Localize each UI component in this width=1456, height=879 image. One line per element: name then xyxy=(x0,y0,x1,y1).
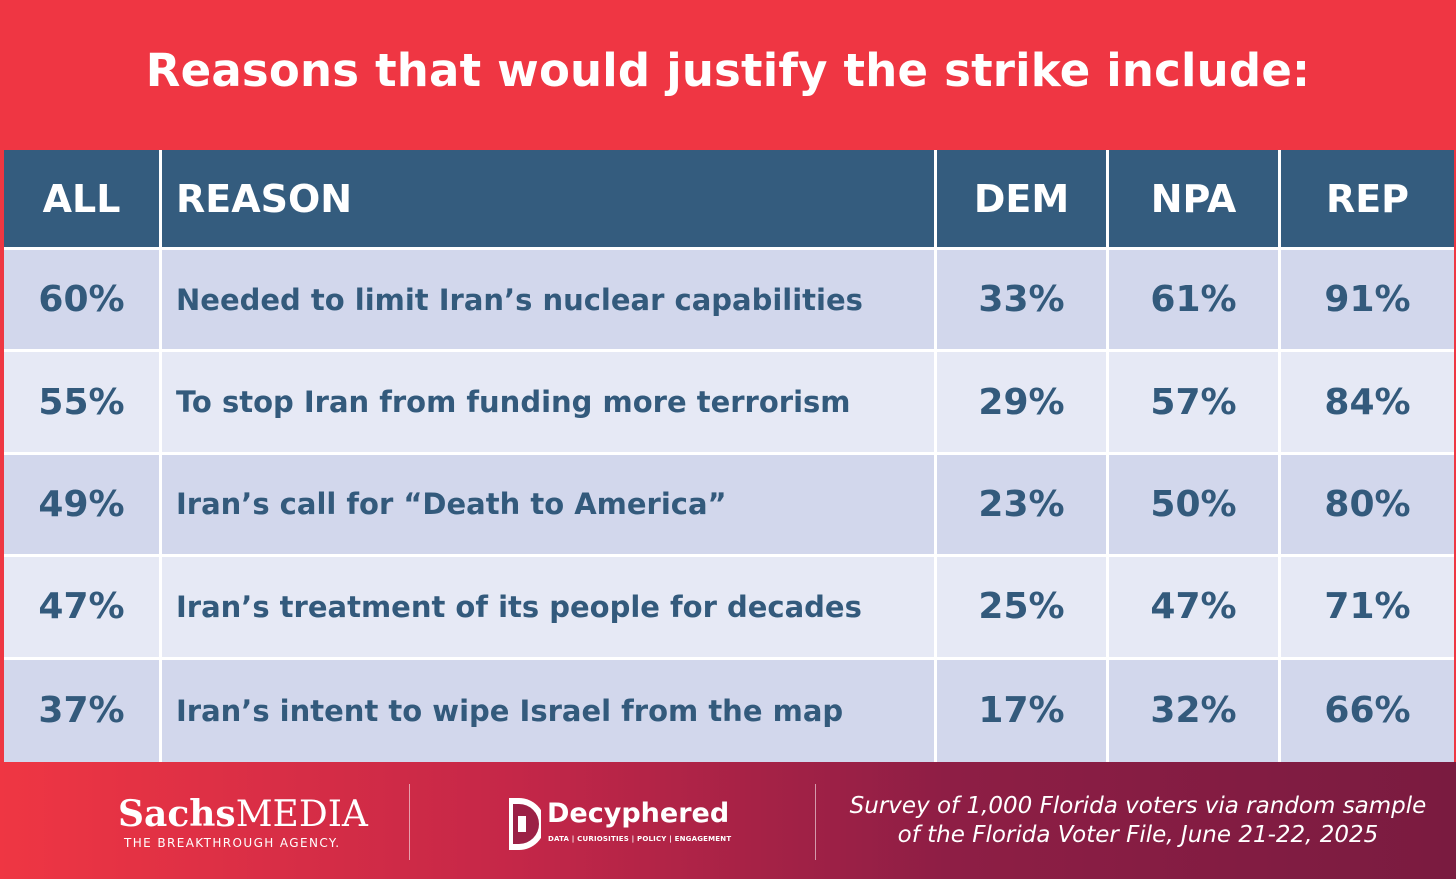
column-header-npa: NPA xyxy=(1109,150,1281,250)
rep-value: 71% xyxy=(1281,557,1454,660)
npa-value: 61% xyxy=(1109,250,1281,353)
npa-value: 50% xyxy=(1109,454,1281,558)
table-header-row: ALL REASON DEM NPA REP xyxy=(4,150,1454,250)
reason-text: To stop Iran from funding more terrorism xyxy=(162,352,937,455)
title-banner: Reasons that would justify the strike in… xyxy=(0,0,1456,150)
rep-value: 80% xyxy=(1281,454,1454,558)
decyphered-logo-name: Decyphered xyxy=(547,798,730,829)
table-row: 37% Iran’s intent to wipe Israel from th… xyxy=(4,659,1454,762)
column-header-rep: REP xyxy=(1281,150,1454,250)
npa-value: 57% xyxy=(1109,352,1281,455)
column-header-all: ALL xyxy=(4,150,162,250)
all-value: 60% xyxy=(4,250,162,353)
npa-value: 32% xyxy=(1109,659,1281,762)
reason-text: Iran’s treatment of its people for decad… xyxy=(162,557,937,660)
dem-value: 33% xyxy=(937,250,1109,353)
column-header-reason: REASON xyxy=(162,150,937,250)
rep-value: 84% xyxy=(1281,352,1454,455)
all-value: 55% xyxy=(4,352,162,455)
npa-value: 47% xyxy=(1109,557,1281,660)
all-value: 47% xyxy=(4,557,162,660)
footer-divider xyxy=(409,784,410,860)
sachs-logo-part2: MEDIA xyxy=(235,794,368,835)
decyphered-d-icon xyxy=(509,798,541,850)
rep-value: 91% xyxy=(1281,250,1454,353)
decyphered-logo-tagline: DATA | CURIOSITIES | POLICY | ENGAGEMENT xyxy=(548,835,732,843)
reason-text: Needed to limit Iran’s nuclear capabilit… xyxy=(162,250,937,353)
footer: SachsMEDIA THE BREAKTHROUGH AGENCY. Decy… xyxy=(0,762,1456,879)
dem-value: 17% xyxy=(937,659,1109,762)
dem-value: 25% xyxy=(937,557,1109,660)
results-table: ALL REASON DEM NPA REP 60% Needed to lim… xyxy=(4,150,1454,762)
dem-value: 23% xyxy=(937,454,1109,558)
survey-line-2: of the Florida Voter File, June 21-22, 2… xyxy=(897,822,1379,848)
dem-value: 29% xyxy=(937,352,1109,455)
all-value: 49% xyxy=(4,454,162,558)
table-row: 60% Needed to limit Iran’s nuclear capab… xyxy=(4,250,1454,353)
table-row: 47% Iran’s treatment of its people for d… xyxy=(4,557,1454,660)
all-value: 37% xyxy=(4,659,162,762)
reason-text: Iran’s intent to wipe Israel from the ma… xyxy=(162,659,937,762)
sachs-logo-part1: Sachs xyxy=(118,793,236,835)
sachs-media-logo: SachsMEDIA THE BREAKTHROUGH AGENCY. xyxy=(118,796,368,850)
table-row: 49% Iran’s call for “Death to America” 2… xyxy=(4,454,1454,558)
column-header-dem: DEM xyxy=(937,150,1109,250)
survey-note: Survey of 1,000 Florida voters via rando… xyxy=(828,792,1448,850)
reason-text: Iran’s call for “Death to America” xyxy=(162,454,937,558)
footer-divider xyxy=(815,784,816,860)
survey-line-1: Survey of 1,000 Florida voters via rando… xyxy=(849,793,1427,819)
rep-value: 66% xyxy=(1281,659,1454,762)
page-title: Reasons that would justify the strike in… xyxy=(145,44,1311,97)
table-row: 55% To stop Iran from funding more terro… xyxy=(4,352,1454,455)
sachs-logo-tagline: THE BREAKTHROUGH AGENCY. xyxy=(124,836,341,850)
